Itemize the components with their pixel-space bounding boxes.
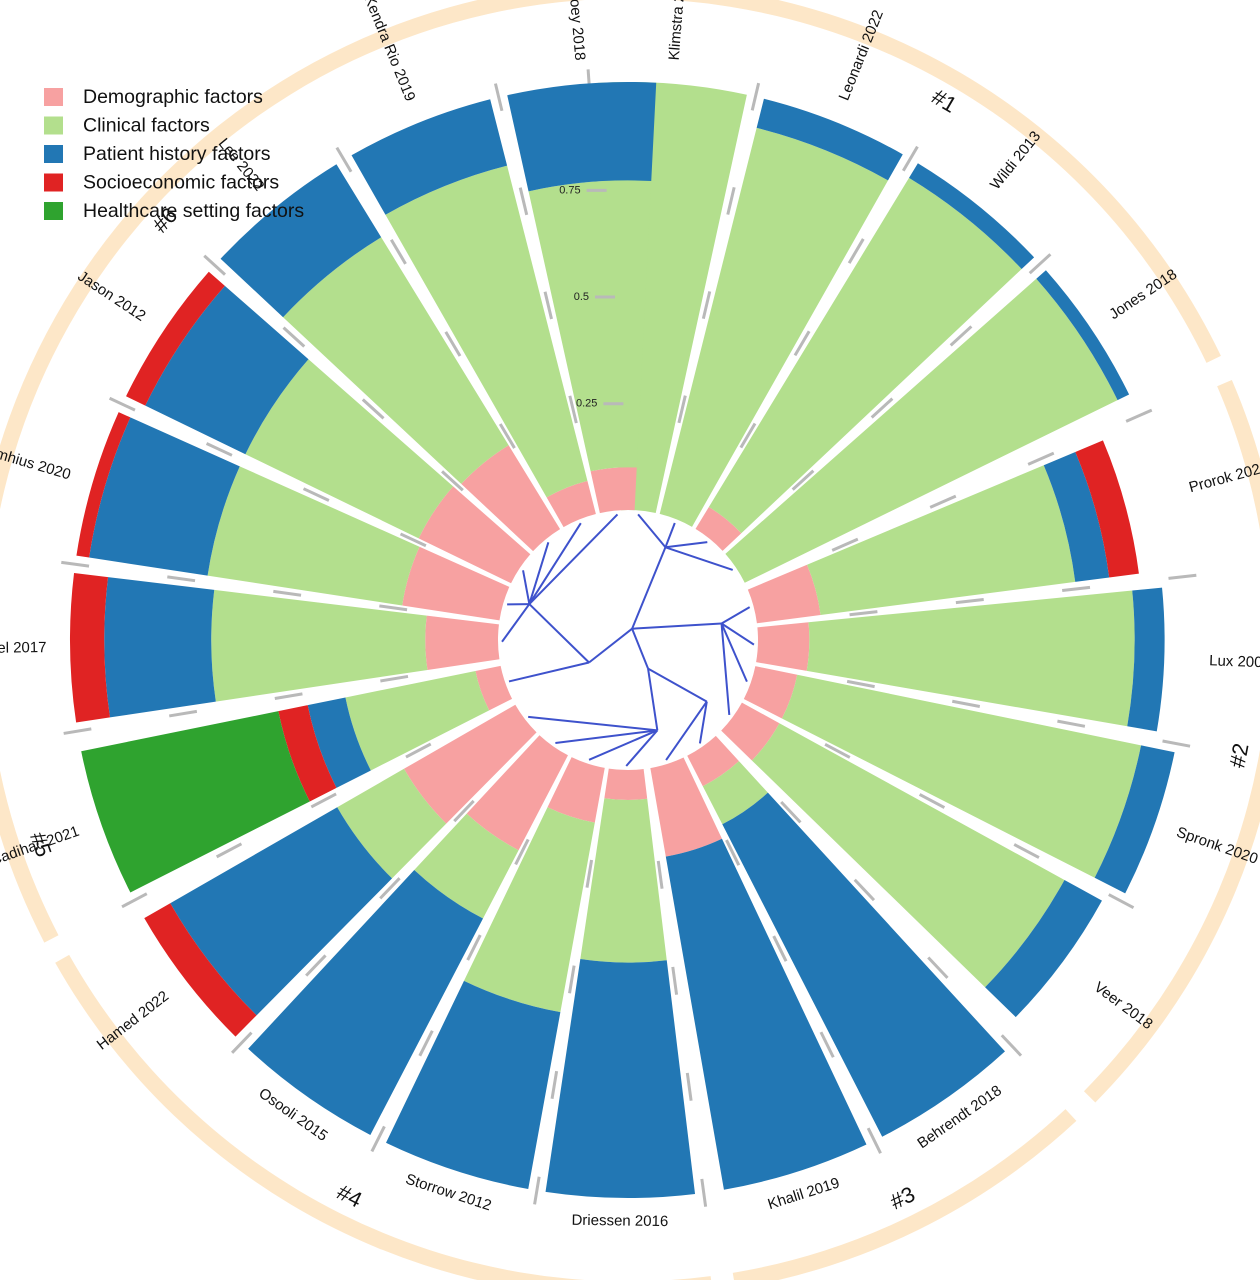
grid-tick	[956, 599, 984, 602]
grid-tick	[61, 562, 89, 566]
grid-tick	[169, 711, 197, 716]
group-label: #1	[927, 84, 961, 118]
grid-tick	[275, 694, 303, 699]
legend-swatch-patient-history-factors	[44, 145, 63, 163]
legend-label-demographic-factors: Demographic factors	[83, 86, 263, 108]
bar-driessen-2016-demographic-factors	[604, 769, 647, 800]
grid-tick	[1109, 895, 1134, 908]
axis-tick-label: 0.5	[574, 291, 589, 303]
tree-branch	[632, 629, 648, 669]
grid-tick	[658, 861, 662, 889]
grid-tick	[850, 612, 878, 615]
tree-branch	[632, 624, 721, 629]
bar-kwakkel-2017-socioeconomic-factors	[70, 573, 110, 723]
grid-tick	[673, 967, 677, 995]
tree-branch	[626, 730, 657, 766]
axis-tick-label: 0.25	[576, 398, 597, 410]
group-label: #2	[1224, 741, 1253, 770]
grid-tick	[110, 398, 135, 410]
study-label: Lux 2004	[1209, 652, 1260, 671]
grid-tick	[552, 1071, 557, 1099]
study-label: Klimstra 2010	[666, 0, 690, 61]
grid-tick	[1163, 741, 1191, 746]
legend-swatch-demographic-factors	[44, 88, 63, 106]
tree-branch	[638, 514, 665, 547]
study-label: Veer 2018	[1091, 979, 1156, 1033]
bar-kwakkel-2017-patient-history-factors	[104, 577, 216, 717]
bar-driessen-2016-patient-history-factors	[546, 959, 696, 1198]
tree-branch	[648, 669, 707, 702]
grid-tick	[1126, 410, 1152, 421]
study-label: Kwakkel 2017	[0, 639, 47, 657]
dendrogram	[502, 514, 754, 766]
grid-tick	[587, 860, 592, 888]
study-label: Khalil 2019	[766, 1174, 842, 1213]
legend-swatch-socioeconomic-factors	[44, 174, 63, 192]
grid-tick	[752, 83, 758, 110]
grid-tick	[728, 187, 734, 214]
legend-swatch-healthcare-setting-factors	[44, 202, 63, 220]
grid-tick	[379, 606, 407, 610]
grid-tick	[903, 147, 917, 171]
legend-label-patient-history-factors: Patient history factors	[83, 143, 271, 165]
grid-tick	[703, 291, 709, 318]
grid-tick	[702, 1179, 706, 1207]
study-label: Prorok 2022	[1187, 458, 1260, 496]
grid-tick	[64, 729, 92, 734]
grid-tick	[535, 1177, 540, 1205]
group-label: #4	[333, 1179, 366, 1212]
group-label: #3	[886, 1181, 919, 1214]
grid-tick	[520, 188, 526, 215]
study-label: Driessen 2016	[571, 1212, 668, 1230]
tree-branch	[632, 547, 665, 628]
grid-tick	[687, 1073, 691, 1101]
tree-branch	[648, 669, 657, 731]
grid-tick	[273, 591, 301, 595]
bar-kwakkel-2017-demographic-factors	[425, 616, 499, 670]
tree-branch	[528, 717, 657, 730]
grid-tick	[372, 1126, 385, 1151]
study-label: Goey 2018	[565, 0, 588, 61]
tree-branch	[665, 523, 674, 547]
bar-goey-2018-patient-history-factors	[507, 82, 656, 191]
grid-tick	[570, 966, 575, 994]
tree-branch	[509, 663, 589, 682]
grid-tick	[1062, 587, 1090, 590]
legend-swatch-clinical-factors	[44, 117, 63, 135]
grid-tick	[337, 148, 351, 172]
grid-tick	[167, 577, 195, 581]
grid-tick	[1002, 1035, 1021, 1055]
legend-label-socioeconomic-factors: Socioeconomic factors	[83, 172, 279, 194]
tree-branch	[529, 604, 589, 662]
tree-branch	[523, 570, 529, 604]
tree-branch	[722, 607, 750, 623]
grid-tick	[1057, 721, 1085, 726]
legend-label-clinical-factors: Clinical factors	[83, 115, 210, 137]
grid-tick	[952, 701, 980, 706]
grid-tick	[495, 84, 501, 111]
tree-branch	[589, 629, 632, 663]
grid-tick	[847, 681, 875, 686]
grid-tick	[122, 894, 147, 907]
grid-tick	[868, 1128, 880, 1153]
tree-branch	[665, 542, 707, 547]
grid-tick	[1169, 575, 1197, 578]
legend-label-healthcare-setting-factors: Healthcare setting factors	[83, 200, 304, 222]
study-label: Wildi 2013	[987, 128, 1044, 193]
axis-tick-label: 0.75	[559, 184, 580, 196]
grid-tick	[545, 292, 551, 319]
grid-tick	[380, 676, 408, 681]
tree-branch	[502, 604, 529, 642]
stacked-bars	[70, 82, 1175, 1198]
bar-lux-2004-demographic-factors	[756, 622, 809, 671]
bar-goey-2018-demographic-factors	[591, 467, 637, 513]
